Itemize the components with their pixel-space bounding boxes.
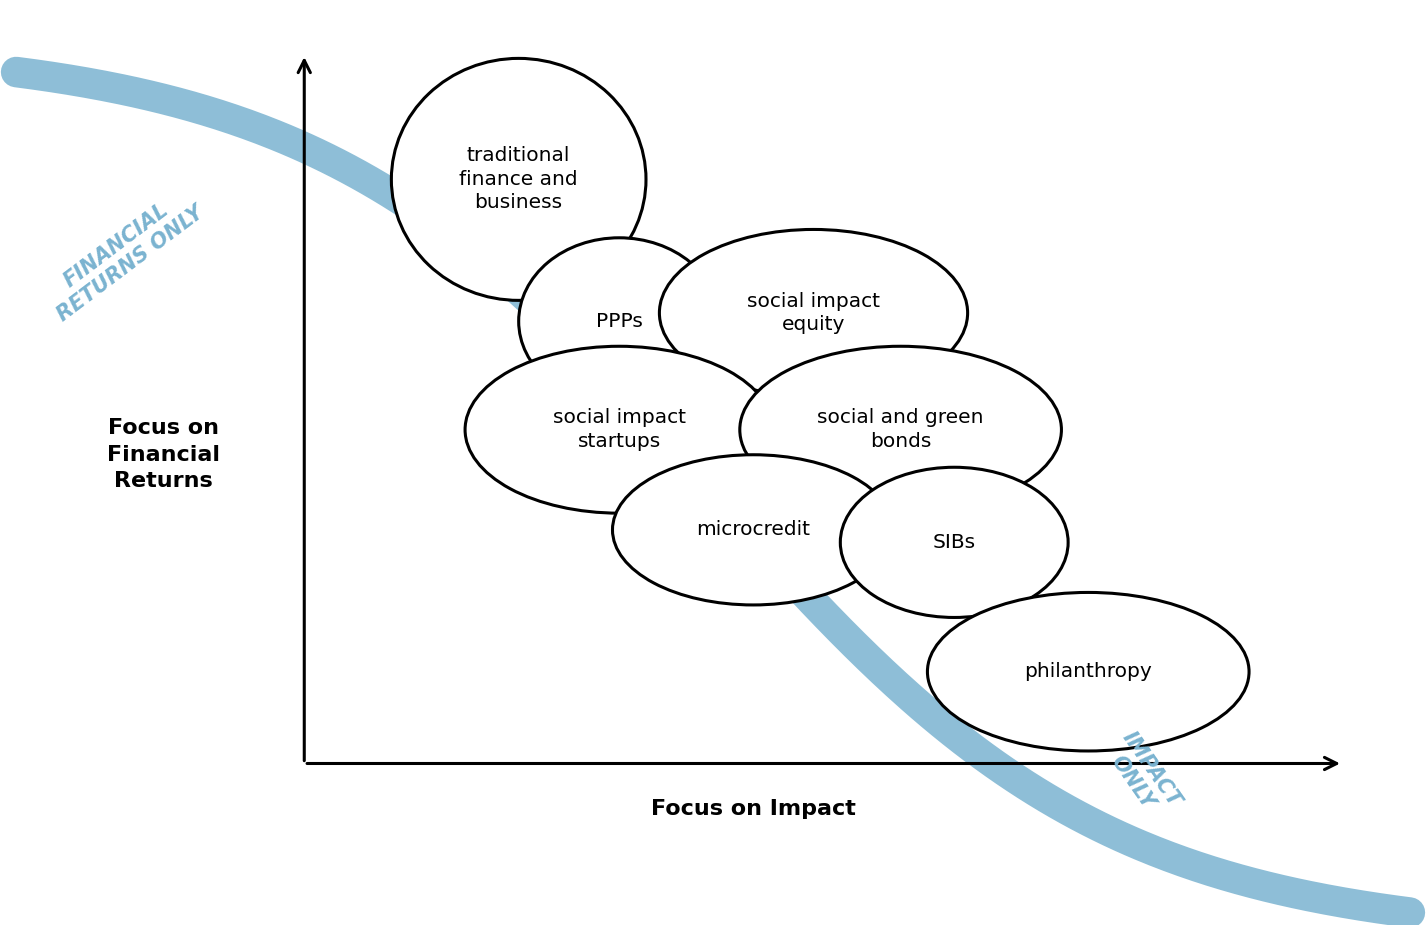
- Text: Focus on
Financial
Returns: Focus on Financial Returns: [107, 418, 220, 491]
- Text: traditional
finance and
business: traditional finance and business: [459, 146, 578, 213]
- Text: social and green
bonds: social and green bonds: [817, 409, 984, 451]
- Ellipse shape: [740, 346, 1061, 513]
- Text: Focus on Impact: Focus on Impact: [650, 799, 856, 820]
- Text: social impact
startups: social impact startups: [553, 409, 686, 451]
- Ellipse shape: [519, 238, 720, 404]
- Text: IMPACT
ONLY: IMPACT ONLY: [1099, 728, 1184, 824]
- Ellipse shape: [927, 592, 1249, 751]
- Ellipse shape: [391, 58, 646, 301]
- Text: FINANCIAL
RETURNS ONLY: FINANCIAL RETURNS ONLY: [40, 184, 207, 325]
- Text: PPPs: PPPs: [596, 312, 643, 331]
- Text: microcredit: microcredit: [696, 521, 810, 539]
- Ellipse shape: [613, 455, 894, 605]
- Ellipse shape: [840, 467, 1068, 618]
- Ellipse shape: [465, 346, 773, 513]
- Ellipse shape: [659, 229, 968, 396]
- Text: philanthropy: philanthropy: [1024, 662, 1152, 681]
- Text: social impact
equity: social impact equity: [747, 291, 880, 334]
- Text: SIBs: SIBs: [933, 533, 975, 552]
